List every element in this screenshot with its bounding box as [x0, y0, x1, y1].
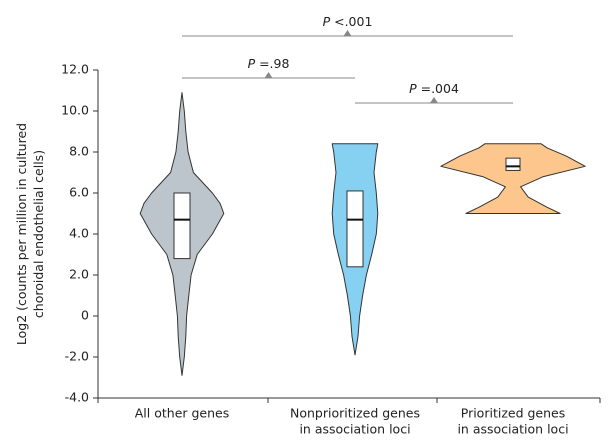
- x-tick-label: Nonprioritized genes: [290, 406, 420, 421]
- box: [346, 190, 364, 268]
- x-tick-label: Prioritized genes: [461, 406, 565, 421]
- p-value-label: P <.001: [323, 14, 373, 29]
- p-text: =.004: [417, 81, 459, 96]
- y-axis-label-line: Log2 (counts per million in cultured: [14, 123, 29, 345]
- y-tick-label: 8.0: [69, 144, 89, 159]
- x-tick-label: in association loci: [299, 422, 410, 437]
- y-tick-label: 10.0: [61, 103, 89, 118]
- p-text: <.001: [330, 14, 372, 29]
- box: [505, 157, 521, 171]
- bracket-marker: [430, 97, 438, 103]
- y-tick-label: 0: [81, 308, 89, 323]
- p-italic: P: [409, 81, 417, 96]
- y-tick-label: -4.0: [65, 390, 89, 405]
- bracket-marker: [264, 72, 273, 78]
- y-axis-label-line: choroidal endothelial cells): [31, 150, 46, 318]
- y-axis-label: Log2 (counts per million in cultured chor…: [14, 123, 46, 345]
- bracket-marker: [343, 30, 352, 36]
- violin: [440, 143, 586, 214]
- x-tick-label: All other genes: [135, 406, 230, 421]
- p-text: =.98: [255, 56, 289, 71]
- p-italic: P: [323, 14, 331, 29]
- box: [173, 192, 191, 260]
- y-tick-label: 2.0: [69, 267, 89, 282]
- y-tick-label: -2.0: [65, 349, 89, 364]
- y-tick-label: 12.0: [61, 62, 89, 77]
- y-tick-label: 6.0: [69, 185, 89, 200]
- p-value-label: P =.004: [409, 81, 459, 96]
- p-value-label: P =.98: [248, 56, 290, 71]
- x-tick-label: in association loci: [457, 422, 568, 437]
- y-tick-label: 4.0: [69, 226, 89, 241]
- p-italic: P: [248, 56, 256, 71]
